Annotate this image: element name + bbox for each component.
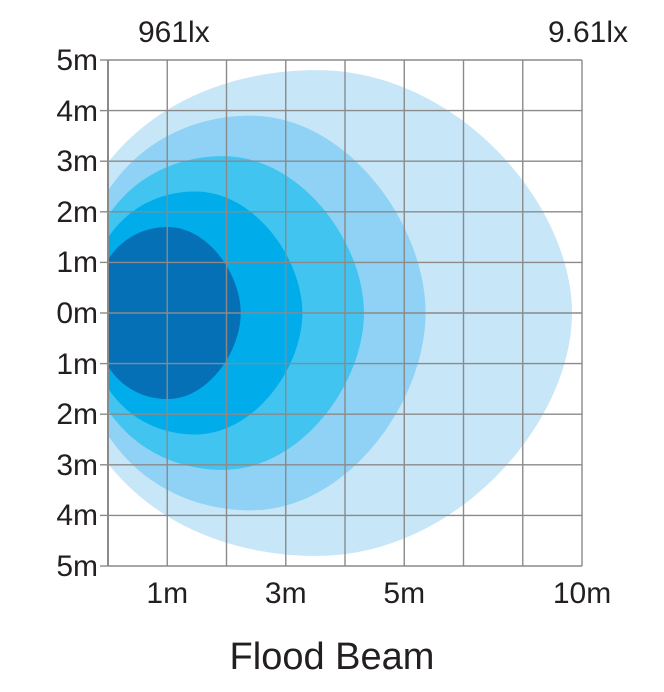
y-tick-label: 2m <box>56 195 98 229</box>
x-tick-label: 5m <box>383 577 426 610</box>
y-tick-label: 1m <box>56 347 98 381</box>
y-tick-label: 1m <box>56 246 98 280</box>
chart-title: Flood Beam <box>229 636 435 678</box>
y-tick-label: 4m <box>56 94 98 128</box>
chart-grid <box>100 59 583 567</box>
y-tick-label: 2m <box>56 398 98 432</box>
x-tick-label: 3m <box>264 577 307 610</box>
lux-label-near: 961lx <box>138 16 210 49</box>
lux-label-far: 9.61lx <box>547 16 628 49</box>
x-tick-label: 1m <box>146 577 189 610</box>
x-tick-label: 10m <box>552 577 612 610</box>
y-tick-label: 5m <box>56 44 98 77</box>
y-tick-label: 3m <box>56 448 98 482</box>
y-tick-label: 5m <box>56 550 98 583</box>
y-tick-label: 4m <box>56 499 98 533</box>
y-tick-label: 0m <box>56 297 98 330</box>
y-tick-label: 3m <box>56 145 98 179</box>
